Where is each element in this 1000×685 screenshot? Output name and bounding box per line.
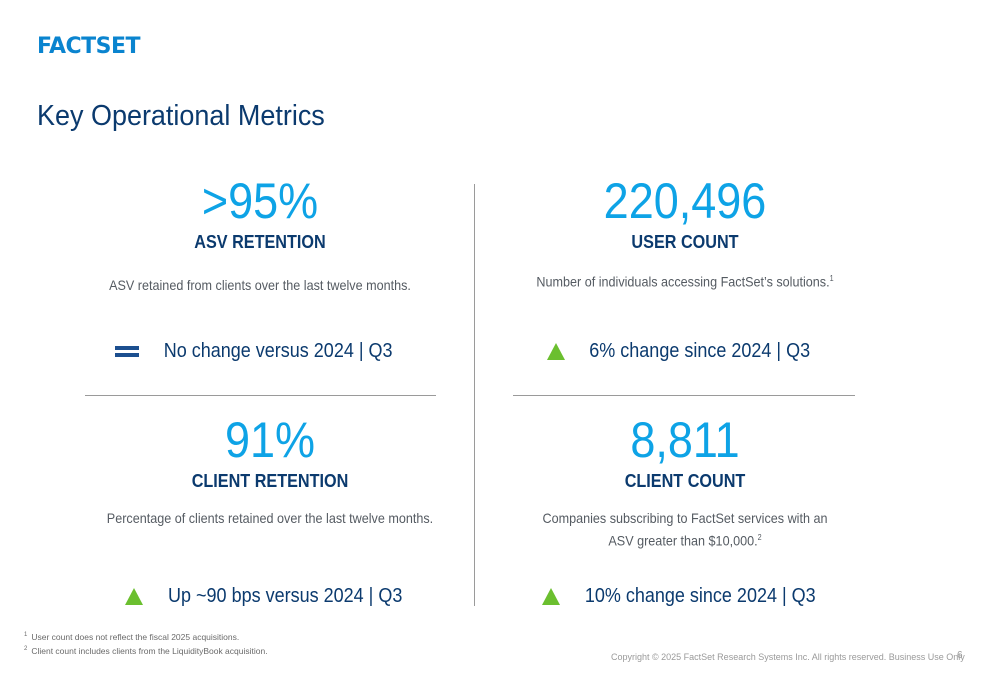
- metric-description-text: Number of individuals accessing FactSet’…: [536, 273, 830, 290]
- copyright-notice: Copyright © 2025 FactSet Research System…: [611, 652, 965, 662]
- metric-value: 91%: [224, 412, 316, 468]
- up-triangle-icon: [124, 588, 143, 605]
- up-triangle-icon: [547, 343, 566, 360]
- metric-change: 10% change since 2024 | Q3: [485, 585, 885, 608]
- footnote-ref: 2: [757, 533, 762, 542]
- footnote-2: 2 Client count includes clients from the …: [24, 645, 268, 656]
- metric-description: Companies subscribing to FactSet service…: [505, 509, 865, 551]
- footnotes: 1 User count does not reflect the fiscal …: [24, 629, 268, 657]
- footnote-1: 1 User count does not reflect the fiscal …: [24, 631, 240, 642]
- metric-description: Number of individuals accessing FactSet’…: [505, 269, 865, 292]
- metric-change: Up ~90 bps versus 2024 | Q3: [60, 585, 480, 608]
- metric-value: 8,811: [630, 412, 740, 468]
- metric-client-count: 8,811 CLIENT COUNT Companies subscribing…: [485, 410, 885, 610]
- metric-change-text: Up ~90 bps versus 2024 | Q3: [167, 585, 403, 607]
- metric-client-retention: 91% CLIENT RETENTION Percentage of clien…: [60, 410, 480, 610]
- metric-change: No change versus 2024 | Q3: [60, 340, 460, 363]
- factset-logo: FACTSET: [37, 34, 141, 59]
- metric-description: ASV retained from clients over the last …: [109, 277, 411, 293]
- metric-change: 6% change since 2024 | Q3: [485, 340, 885, 363]
- equal-icon: [114, 345, 139, 359]
- vertical-divider: [474, 184, 475, 606]
- metric-label: CLIENT COUNT: [624, 471, 746, 491]
- page-title: Key Operational Metrics: [37, 100, 325, 132]
- metric-value: >95%: [201, 173, 319, 229]
- metric-user-count: 220,496 USER COUNT Number of individuals…: [485, 170, 885, 370]
- metric-change-text: 10% change since 2024 | Q3: [584, 585, 816, 607]
- metric-description-line-1: Companies subscribing to FactSet service…: [542, 510, 828, 526]
- left-horizontal-divider: [85, 395, 436, 396]
- metric-description-line-2: ASV greater than $10,000.2: [608, 532, 762, 549]
- metric-label: CLIENT RETENTION: [191, 471, 349, 491]
- metric-asv-retention: >95% ASV RETENTION ASV retained from cli…: [60, 170, 460, 370]
- up-triangle-icon: [541, 588, 560, 605]
- metric-change-text: No change versus 2024 | Q3: [163, 340, 393, 362]
- metric-description: Percentage of clients retained over the …: [106, 510, 434, 526]
- metric-change-text: 6% change since 2024 | Q3: [589, 340, 811, 362]
- metric-value: 220,496: [603, 173, 767, 229]
- metric-label: USER COUNT: [631, 232, 739, 252]
- metric-label: ASV RETENTION: [194, 232, 326, 252]
- footnote-ref: 1: [829, 274, 834, 283]
- right-horizontal-divider: [513, 395, 855, 396]
- page-number: 6: [957, 650, 963, 661]
